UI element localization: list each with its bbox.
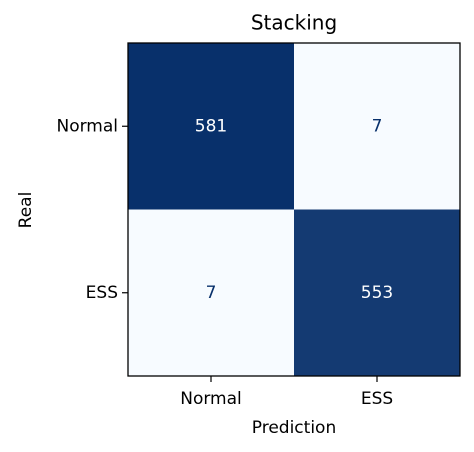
x-tick-label: ESS [361,389,393,409]
cell-label: 7 [372,116,383,136]
y-tick-label: Normal [56,116,118,136]
x-axis-label: Prediction [252,418,336,438]
cell-label: 553 [361,283,393,303]
cell [294,209,460,376]
cell [294,43,460,210]
y-tick-label: ESS [86,283,118,303]
cell [128,43,294,210]
cell [128,209,294,376]
cell-label: 7 [206,283,217,303]
cell-label: 581 [195,116,227,136]
x-tick-label: Normal [180,389,242,409]
plot-frame [127,42,461,377]
y-axis-label: Real [16,192,36,229]
chart-title: Stacking [251,11,337,35]
